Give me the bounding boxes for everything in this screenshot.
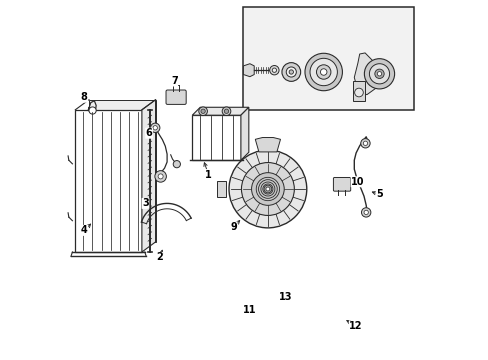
Text: 3: 3	[142, 198, 148, 208]
Circle shape	[309, 58, 337, 86]
Circle shape	[89, 107, 96, 114]
Text: 2: 2	[156, 252, 163, 262]
Text: 11: 11	[243, 305, 256, 315]
Bar	[352, 81, 365, 101]
Polygon shape	[192, 107, 248, 115]
Circle shape	[251, 173, 284, 205]
Circle shape	[173, 161, 180, 168]
Circle shape	[285, 67, 296, 77]
Polygon shape	[354, 53, 381, 95]
Circle shape	[241, 163, 294, 215]
Circle shape	[201, 109, 205, 113]
Text: 12: 12	[348, 321, 362, 331]
Polygon shape	[89, 100, 155, 242]
Text: 5: 5	[375, 189, 382, 199]
Circle shape	[222, 107, 230, 116]
Circle shape	[288, 70, 293, 74]
Circle shape	[224, 109, 228, 113]
Polygon shape	[241, 107, 248, 160]
Bar	[242, 7, 413, 110]
Polygon shape	[75, 110, 142, 252]
Circle shape	[354, 88, 363, 97]
Text: 8: 8	[81, 92, 87, 102]
Circle shape	[363, 210, 367, 215]
Circle shape	[361, 208, 370, 217]
Circle shape	[228, 150, 306, 228]
Text: 6: 6	[145, 128, 152, 138]
Polygon shape	[142, 100, 155, 252]
Circle shape	[265, 187, 269, 191]
Circle shape	[264, 185, 271, 193]
Circle shape	[199, 107, 207, 116]
Circle shape	[368, 64, 389, 84]
Text: 13: 13	[279, 292, 292, 302]
Circle shape	[282, 63, 300, 81]
Circle shape	[305, 53, 342, 91]
Circle shape	[374, 69, 384, 78]
Circle shape	[377, 72, 381, 76]
Circle shape	[153, 126, 157, 130]
Polygon shape	[243, 64, 254, 77]
Circle shape	[320, 69, 326, 75]
Circle shape	[155, 171, 166, 182]
Circle shape	[364, 59, 394, 89]
Text: 1: 1	[204, 170, 211, 180]
Text: 10: 10	[350, 177, 364, 187]
Circle shape	[272, 68, 276, 72]
Circle shape	[158, 174, 163, 179]
Circle shape	[360, 139, 369, 148]
FancyBboxPatch shape	[166, 90, 186, 104]
Text: 9: 9	[230, 222, 237, 232]
FancyBboxPatch shape	[333, 177, 350, 191]
Polygon shape	[217, 181, 225, 197]
Circle shape	[316, 65, 330, 79]
Polygon shape	[192, 115, 241, 160]
Text: 4: 4	[81, 225, 87, 235]
Text: 7: 7	[171, 76, 177, 86]
Circle shape	[269, 66, 279, 75]
Circle shape	[363, 141, 367, 145]
Circle shape	[150, 123, 160, 132]
Polygon shape	[255, 138, 280, 152]
